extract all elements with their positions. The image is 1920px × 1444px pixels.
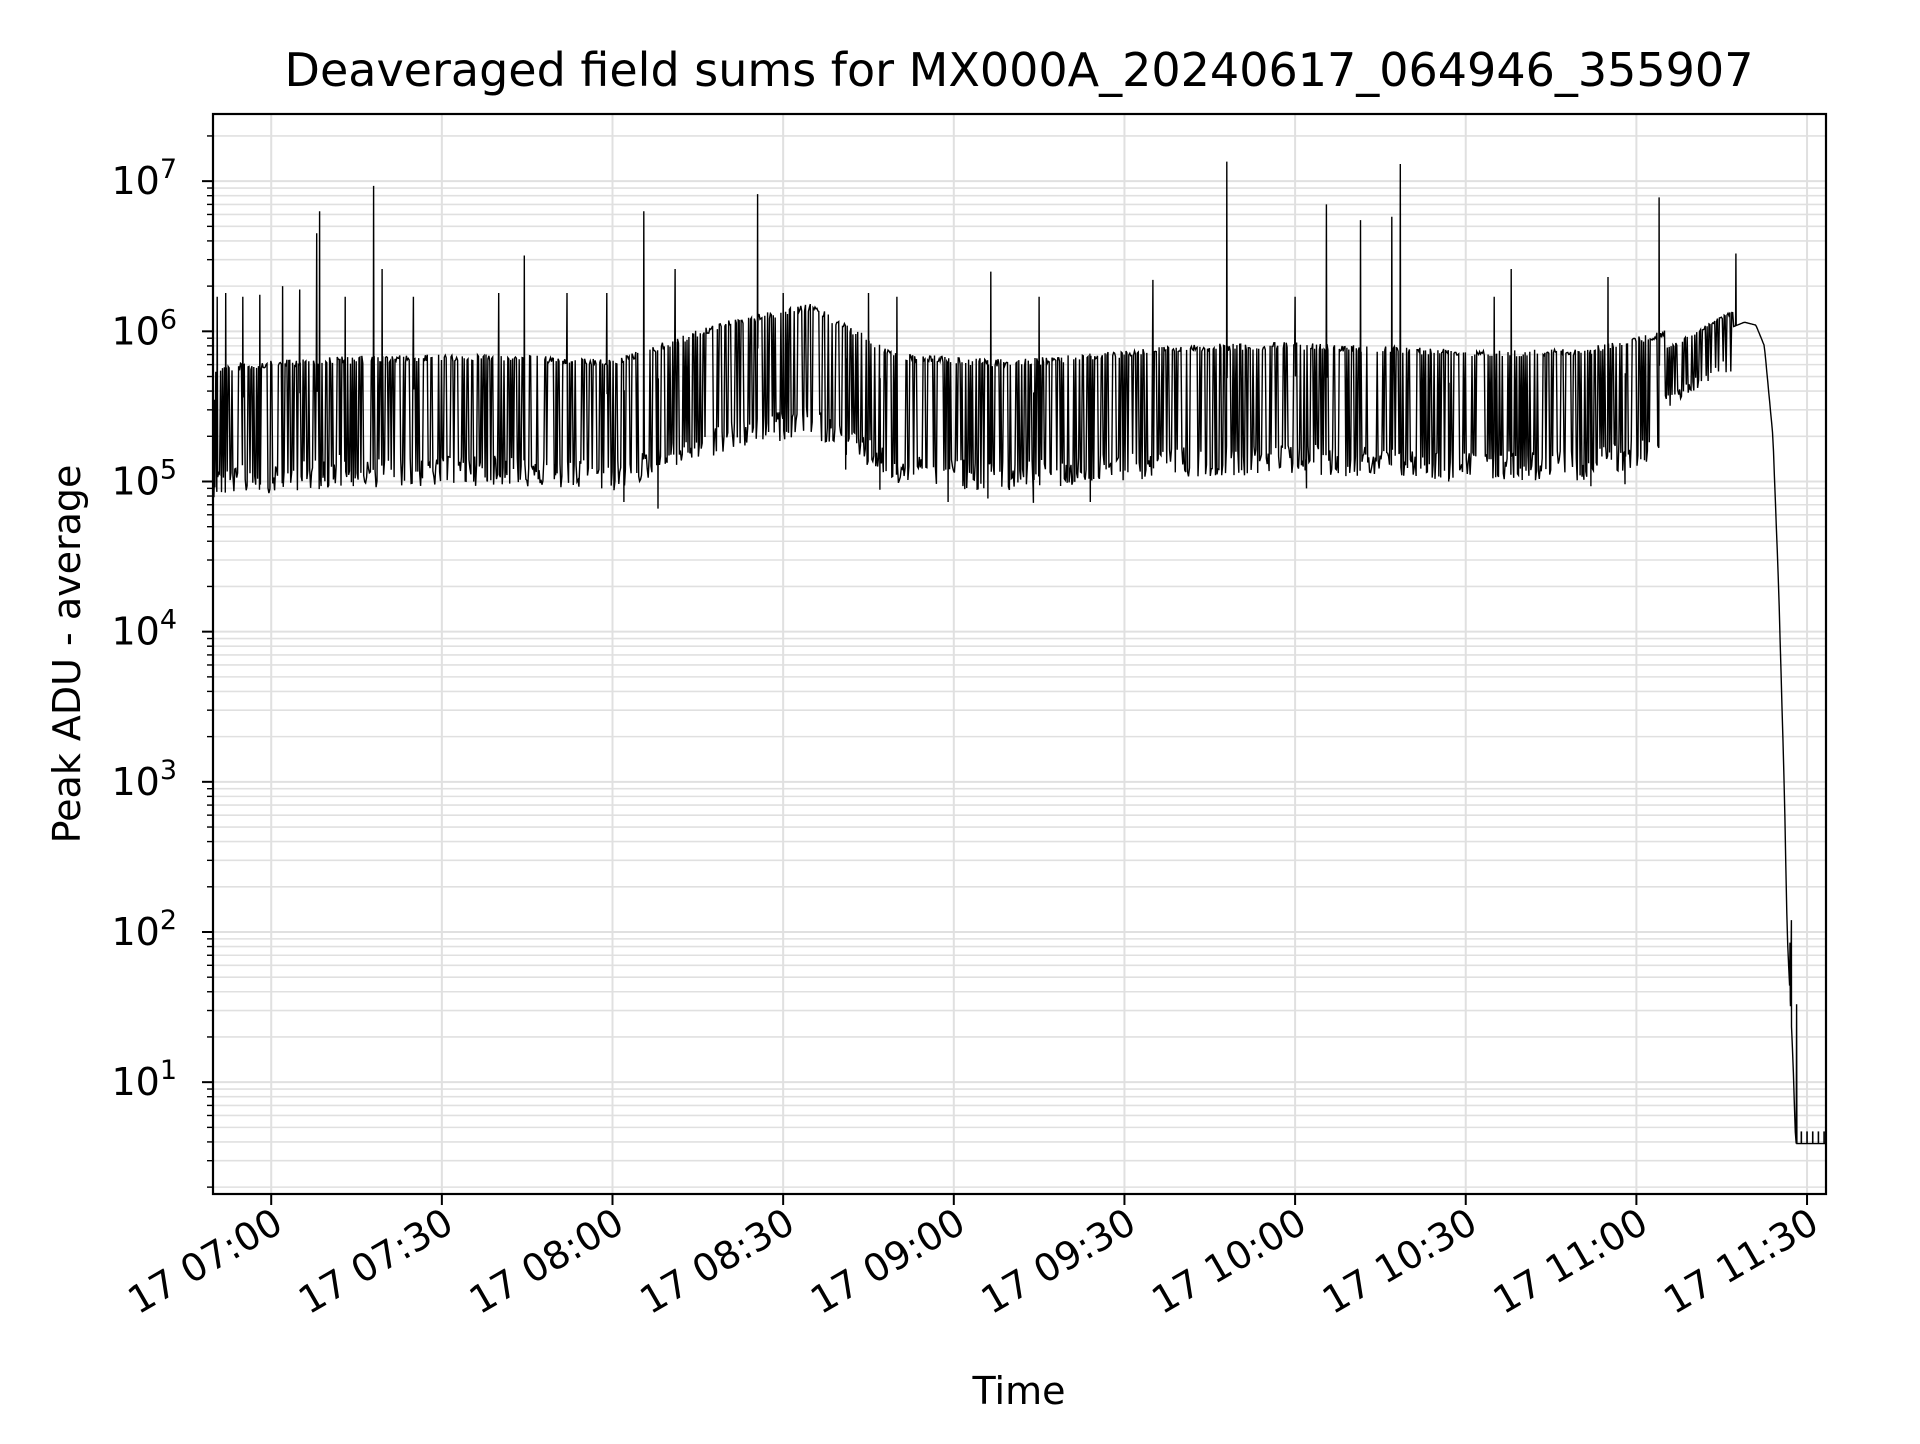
chart-title: Deaveraged field sums for MX000A_2024061… bbox=[285, 43, 1754, 97]
x-axis-label: Time bbox=[972, 1369, 1066, 1413]
plot-area-frame bbox=[211, 112, 1828, 1196]
y-tick-label: 102 bbox=[111, 905, 177, 954]
y-tick-label: 106 bbox=[111, 304, 177, 353]
series-layer bbox=[212, 161, 1826, 1145]
y-axis: 101 102 103 104 105 106 107 bbox=[111, 135, 213, 1188]
series-line bbox=[212, 161, 1826, 1145]
y-tick-label: 101 bbox=[111, 1055, 177, 1104]
grid-layer bbox=[213, 114, 1826, 1194]
y-tick-label: 105 bbox=[111, 454, 177, 503]
y-tick-label: 107 bbox=[111, 154, 177, 203]
y-tick-label: 103 bbox=[111, 755, 177, 804]
y-tick-label: 104 bbox=[111, 605, 177, 654]
y-axis-label: Peak ADU - average bbox=[45, 465, 89, 844]
